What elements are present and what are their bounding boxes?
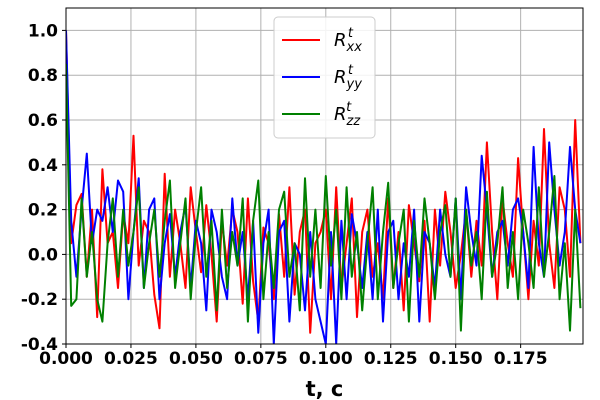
legend-box [273,16,376,139]
x-axis-ticks: 0.000 0.025 0.050 0.075 0.100 0.125 0.150 0.175 [39,344,548,369]
x-tick-label: 0.000 [39,349,93,369]
series-line-3 [66,63,582,332]
x-tick-label: 0.125 [364,349,418,369]
y-tick-label: 0.6 [28,111,58,131]
legend-label: Rzzt [334,100,361,129]
x-axis-title: t, c [306,377,344,400]
y-tick-label: 1.0 [28,21,58,41]
legend-label: Ryyt [334,63,362,92]
x-tick-label: 0.175 [494,349,548,369]
y-tick-label: 0.8 [28,66,58,86]
y-tick-label: 0.4 [28,156,58,176]
x-tick-label: 0.100 [299,349,353,369]
y-tick-label: 0.0 [28,245,58,265]
y-tick-label: -0.4 [21,335,58,355]
x-tick-label: 0.025 [104,349,158,369]
y-tick-label: 0.2 [28,201,58,221]
y-tick-label: -0.2 [21,290,58,310]
x-tick-label: 0.075 [234,349,288,369]
series-lines [66,30,582,344]
x-tick-label: 0.050 [169,349,223,369]
legend-label: Rxxt [334,26,362,55]
x-tick-label: 0.150 [429,349,483,369]
plot-frame [65,7,584,345]
y-axis-ticks: -0.4 -0.2 0.0 0.2 0.4 0.6 0.8 1.0 [21,21,66,355]
legend: Rxxt Ryyt Rzzt [273,16,376,139]
